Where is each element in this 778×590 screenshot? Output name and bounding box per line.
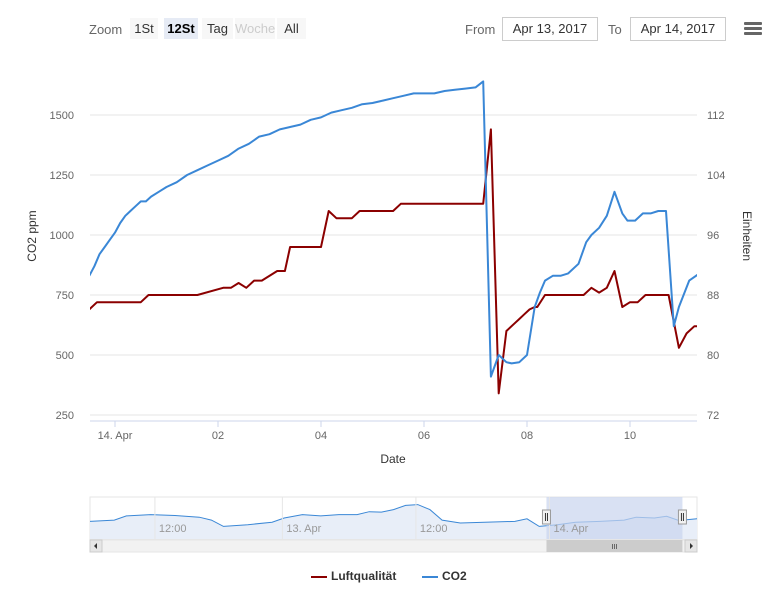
x-tick-label: 14. Apr bbox=[98, 430, 133, 442]
y-axis-left: 250 500 750 1000 1250 1500 bbox=[50, 110, 74, 422]
series-line-luftqualitaet bbox=[90, 128, 697, 395]
zoom-label: Zoom bbox=[89, 22, 123, 37]
from-date-input[interactable]: Apr 13, 2017 bbox=[502, 17, 598, 41]
x-tick-label: 02 bbox=[212, 430, 224, 442]
zoom-button-woche: Woche bbox=[235, 18, 275, 39]
y-axis-right-title: Einheiten bbox=[740, 211, 754, 261]
navigator-area bbox=[90, 504, 697, 539]
navigator-handle-right[interactable] bbox=[677, 509, 687, 525]
legend-label-co2: CO2 bbox=[442, 569, 467, 583]
x-tick-label: 08 bbox=[521, 430, 533, 442]
x-tick-label: 06 bbox=[418, 430, 430, 442]
from-label: From bbox=[465, 22, 496, 37]
y-left-tick-label: 1250 bbox=[50, 170, 74, 182]
x-tick-label: 04 bbox=[315, 430, 327, 442]
handle-body bbox=[541, 509, 551, 525]
y-left-tick-label: 250 bbox=[56, 410, 74, 422]
y-right-tick-label: 96 bbox=[707, 230, 719, 242]
y-right-tick-label: 112 bbox=[707, 110, 725, 122]
y-axis-right: 72 80 88 96 104 112 bbox=[707, 110, 725, 422]
y-left-tick-label: 500 bbox=[56, 350, 74, 362]
navigator-label: 12:00 bbox=[420, 523, 448, 535]
navigator-handle-left[interactable] bbox=[541, 509, 551, 525]
zoom-button-12st[interactable]: 12St bbox=[164, 18, 198, 39]
legend-line-co2 bbox=[422, 576, 438, 578]
legend-line-luftqualitaet bbox=[311, 576, 327, 578]
y-right-tick-label: 80 bbox=[707, 350, 719, 362]
x-axis-title: Date bbox=[380, 452, 406, 466]
y-right-tick-label: 72 bbox=[707, 410, 719, 422]
y-axis-left-title: CO2 ppm bbox=[25, 210, 39, 261]
series-line-co2 bbox=[90, 80, 697, 378]
zoom-button-1st[interactable]: 1St bbox=[130, 18, 158, 39]
series-group bbox=[90, 80, 697, 395]
scrollbar-thumb-grip: III bbox=[612, 544, 618, 551]
scroll-left-arrow-icon bbox=[94, 543, 97, 549]
navigator-window bbox=[546, 497, 683, 539]
context-menu-icon[interactable] bbox=[744, 22, 762, 36]
navigator[interactable]: 12:00 13. Apr 12:00 14. Apr III bbox=[89, 496, 698, 553]
y-left-tick-label: 1500 bbox=[50, 110, 74, 122]
y-left-tick-label: 750 bbox=[56, 290, 74, 302]
navigator-label: 12:00 bbox=[159, 523, 187, 535]
to-label: To bbox=[608, 22, 622, 37]
to-date-input[interactable]: Apr 14, 2017 bbox=[630, 17, 726, 41]
zoom-button-tag[interactable]: Tag bbox=[202, 18, 233, 39]
legend-label-luftqualitaet: Luftqualität bbox=[331, 569, 397, 583]
range-selector-toolbar: Zoom 1St 12St Tag Woche All From Apr 13,… bbox=[0, 0, 778, 56]
navigator-label: 13. Apr bbox=[286, 523, 321, 535]
legend: Luftqualität CO2 bbox=[0, 566, 778, 586]
x-tick-label: 10 bbox=[624, 430, 636, 442]
zoom-button-all[interactable]: All bbox=[277, 18, 306, 39]
handle-body bbox=[677, 509, 687, 525]
navigator-label: 14. Apr bbox=[553, 523, 588, 535]
grid-lines bbox=[90, 114, 697, 416]
y-right-tick-label: 88 bbox=[707, 290, 719, 302]
x-axis: 14. Apr 02 04 06 08 10 bbox=[90, 420, 697, 442]
y-right-tick-label: 104 bbox=[707, 170, 725, 182]
y-left-tick-label: 1000 bbox=[50, 230, 74, 242]
scrollbar-thumb[interactable] bbox=[546, 540, 683, 552]
scroll-right-arrow-icon bbox=[690, 543, 693, 549]
